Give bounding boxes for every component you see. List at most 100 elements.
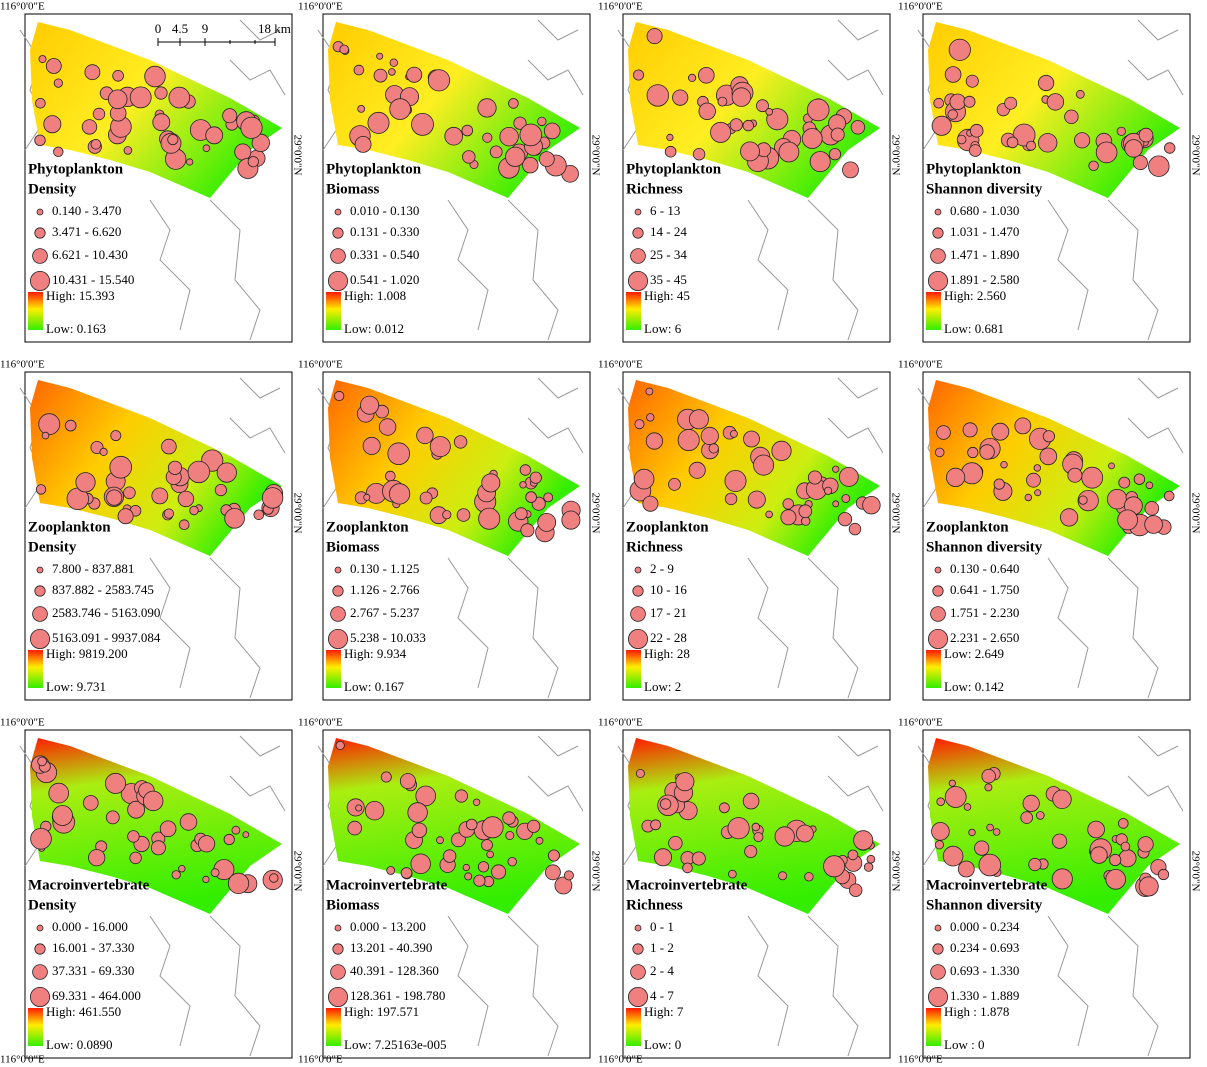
station [1052, 789, 1072, 810]
station [227, 872, 250, 894]
station [386, 866, 396, 875]
lat-label: 29°0'0"N [291, 851, 303, 892]
station [353, 64, 365, 76]
legend-symbol [36, 924, 44, 932]
station [1006, 136, 1019, 149]
station [1067, 467, 1083, 483]
station [472, 798, 481, 806]
station [477, 98, 497, 118]
legend-symbol [934, 566, 942, 574]
color-ramp [28, 292, 43, 330]
legend-symbol [34, 227, 46, 239]
coastline [507, 557, 559, 699]
map-panel: 116°0'0"E 29°0'0"N Zooplankton Biomass 0.130… [298, 359, 601, 701]
station [944, 786, 967, 808]
legend-class: 16.001 - 37.330 [52, 940, 134, 955]
station [765, 510, 773, 519]
station [513, 116, 527, 130]
legend-class: 2 - 9 [650, 561, 674, 576]
station [373, 68, 388, 83]
station [43, 115, 62, 134]
station [981, 769, 996, 784]
legend-symbol [32, 248, 48, 264]
station [947, 109, 958, 120]
station [186, 158, 194, 166]
station [535, 836, 544, 845]
title-line: Zooplankton [626, 519, 709, 535]
map-panel: 116°0'0"E 29°0'0"N Phytoplankton Density 0.1… [0, 1, 303, 343]
legend-class: 37.331 - 69.330 [52, 963, 134, 978]
station [1133, 473, 1146, 485]
legend-symbol [330, 248, 346, 264]
station [1026, 140, 1037, 151]
station [968, 828, 976, 837]
title-line: Richness [626, 897, 683, 913]
legend-class: 0.000 - 16.000 [52, 919, 128, 934]
legend-symbol [327, 270, 349, 291]
legend-class: 13.201 - 40.390 [350, 940, 432, 955]
legend-symbol [932, 943, 944, 955]
legend-class: 0.693 - 1.330 [950, 963, 1019, 978]
station [34, 134, 46, 147]
station [948, 779, 956, 787]
station [978, 853, 1002, 877]
station [774, 826, 795, 847]
station [942, 845, 964, 867]
coastline [447, 199, 489, 331]
lat-label: 29°0'0"N [1189, 851, 1201, 892]
coastline [837, 735, 879, 757]
ramp-high: High: 197.571 [344, 1004, 419, 1019]
title-line: Shannon diversity [926, 181, 1043, 197]
station [547, 849, 560, 862]
lat-label: 29°0'0"N [291, 135, 303, 176]
station [1138, 876, 1159, 897]
station [389, 98, 411, 120]
station [112, 70, 124, 82]
title-line: Biomass [326, 539, 380, 555]
legend-symbol [29, 986, 51, 1007]
legend-symbol [32, 964, 48, 980]
color-ramp [626, 292, 641, 330]
legend-class: 14 - 24 [650, 224, 687, 239]
coastline [239, 377, 281, 399]
legend-class: 1.126 - 2.766 [350, 582, 420, 597]
legend-symbol [927, 270, 949, 291]
station [334, 390, 345, 402]
legend-class: 0.680 - 1.030 [950, 203, 1019, 218]
lat-label: 29°0'0"N [889, 493, 901, 534]
station [75, 472, 96, 493]
station [866, 854, 876, 864]
station [105, 810, 120, 825]
legend-symbol [29, 270, 51, 291]
legend-class: 6 - 13 [650, 203, 680, 218]
coastline [527, 59, 584, 96]
lat-label: 29°0'0"N [589, 135, 601, 176]
coastline [1137, 19, 1179, 41]
station [984, 783, 993, 792]
station [1090, 846, 1108, 864]
station [1087, 820, 1105, 839]
station [1105, 869, 1127, 890]
ramp-high: High: 45 [644, 288, 690, 303]
station [52, 805, 73, 826]
legend-class: 0.130 - 0.640 [950, 561, 1019, 576]
station [387, 442, 410, 465]
station [1118, 849, 1137, 868]
coastline [507, 915, 559, 1057]
station [117, 508, 134, 525]
legend-class: 0 - 1 [650, 919, 674, 934]
station [519, 123, 543, 147]
lon-label-bottom: 116°0'0"E [298, 1054, 343, 1066]
station [646, 413, 655, 422]
legend-symbol [34, 943, 46, 955]
coastline [229, 417, 286, 454]
station [688, 461, 706, 479]
station [355, 804, 363, 812]
station [682, 862, 693, 874]
coastline [1127, 775, 1184, 812]
station [800, 516, 811, 526]
station [129, 851, 142, 865]
station [38, 55, 47, 64]
station [1145, 481, 1154, 490]
station [710, 121, 732, 143]
